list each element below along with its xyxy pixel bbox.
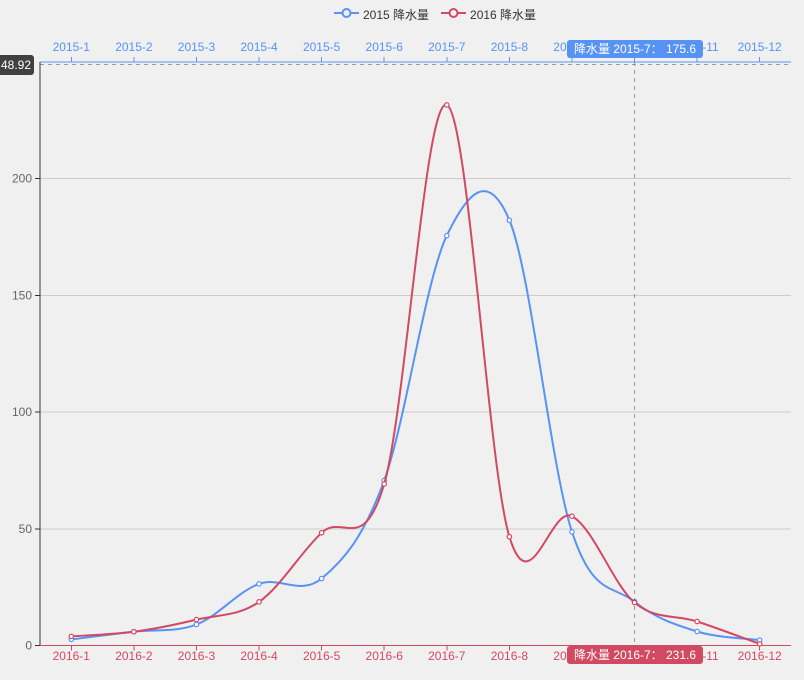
data-point-marker[interactable] bbox=[68, 633, 75, 640]
y-axis-label: 150 bbox=[12, 288, 32, 302]
series-2016[interactable] bbox=[68, 102, 763, 647]
series-line bbox=[70, 190, 761, 642]
x-axis-top-label[interactable]: 2015-7 bbox=[428, 40, 466, 54]
x-axis-bottom-label[interactable]: 2016-6 bbox=[366, 649, 404, 663]
x-axis-top-label[interactable]: 2015-6 bbox=[366, 40, 404, 54]
x-axis-bottom-label[interactable]: 2016-8 bbox=[491, 649, 529, 663]
axis-pointer-label-bottom: 降水量 2016-7： 231.6 bbox=[566, 646, 704, 664]
x-axis-top-label[interactable]: 2015-8 bbox=[491, 40, 529, 54]
x-axis-bottom-label[interactable]: 2016-4 bbox=[240, 649, 278, 663]
crosshair-pointer bbox=[40, 62, 791, 646]
data-point-marker[interactable] bbox=[193, 621, 200, 628]
data-point-marker[interactable] bbox=[256, 599, 262, 605]
data-point-marker[interactable] bbox=[569, 529, 575, 535]
data-point-marker[interactable] bbox=[256, 581, 262, 587]
y-axis-label: 50 bbox=[19, 522, 33, 536]
y-axis-label: 200 bbox=[12, 172, 32, 186]
line-circle-icon-blue bbox=[334, 6, 359, 24]
y-axis-labels: 0 50 100 150 200 bbox=[12, 172, 32, 653]
data-point-marker[interactable] bbox=[443, 232, 450, 239]
series-line bbox=[70, 103, 761, 645]
legend-item-2015[interactable]: 2015 降水量 bbox=[334, 6, 429, 24]
data-point-marker[interactable] bbox=[694, 628, 700, 635]
y-axis-label: 100 bbox=[12, 405, 32, 419]
data-point-marker[interactable] bbox=[381, 481, 388, 487]
x-axis-bottom-label[interactable]: 2016-7 bbox=[428, 649, 466, 663]
x-axis-top-label[interactable]: 2015-1 bbox=[53, 40, 91, 54]
x-axis-bottom-label[interactable]: 2016-1 bbox=[53, 649, 91, 663]
data-point-marker[interactable] bbox=[631, 599, 638, 606]
legend-label-2016: 2016 降水量 bbox=[470, 8, 537, 22]
data-point-marker[interactable] bbox=[131, 628, 137, 635]
x-axis-top-label[interactable]: 2015-5 bbox=[303, 40, 341, 54]
x-axis-top-label[interactable]: 2015-4 bbox=[240, 40, 278, 54]
x-axis-bottom-label[interactable]: 2016-12 bbox=[738, 649, 782, 663]
legend: 2015 降水量 2016 降水量 bbox=[334, 6, 536, 24]
x-axis-top-label[interactable]: 2015-3 bbox=[178, 40, 216, 54]
data-point-marker[interactable] bbox=[318, 529, 325, 536]
legend-label-2015: 2015 降水量 bbox=[363, 8, 430, 22]
axes bbox=[35, 57, 791, 651]
axis-pointer-label-y: 48.92 bbox=[0, 55, 35, 75]
y-gridlines bbox=[40, 61, 791, 530]
data-point-marker[interactable] bbox=[318, 575, 325, 582]
x-axis-top-label[interactable]: 2015-2 bbox=[115, 40, 153, 54]
x-axis-bottom-label[interactable]: 2016-5 bbox=[303, 649, 341, 663]
axis-pointer-label-top: 降水量 2015-7： 175.6 bbox=[566, 40, 704, 58]
data-point-marker[interactable] bbox=[506, 533, 513, 540]
data-point-marker[interactable] bbox=[569, 513, 575, 519]
x-axis-bottom-label[interactable]: 2016-2 bbox=[115, 649, 153, 663]
data-point-marker[interactable] bbox=[443, 102, 450, 108]
data-point-marker[interactable] bbox=[193, 616, 200, 623]
line-circle-icon-red bbox=[441, 6, 467, 24]
legend-item-2016[interactable]: 2016 降水量 bbox=[441, 6, 536, 24]
y-axis-label: 0 bbox=[25, 639, 32, 653]
data-point-marker[interactable] bbox=[694, 618, 700, 625]
data-point-marker[interactable] bbox=[506, 217, 513, 224]
data-point-marker[interactable] bbox=[756, 641, 763, 647]
x-axis-top-label[interactable]: 2015-12 bbox=[738, 40, 782, 54]
x-axis-bottom-label[interactable]: 2016-3 bbox=[178, 649, 216, 663]
